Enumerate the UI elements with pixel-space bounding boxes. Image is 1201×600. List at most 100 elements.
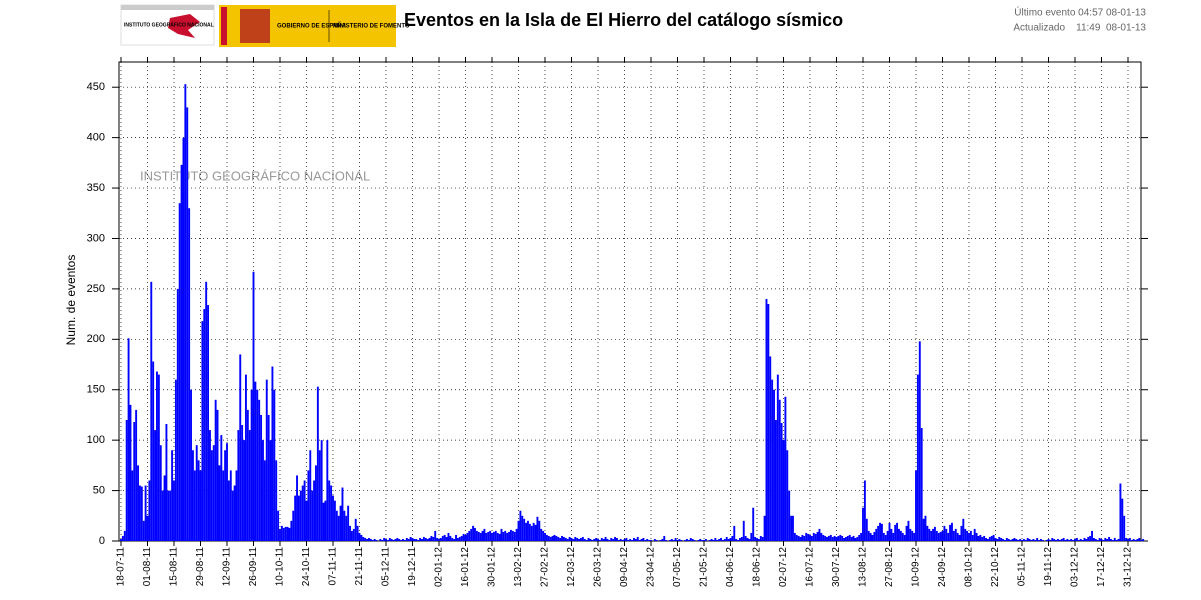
- bar: [1000, 537, 1003, 541]
- bar: [909, 528, 912, 541]
- bar: [453, 538, 456, 541]
- bar: [1030, 539, 1033, 541]
- bar: [428, 537, 431, 541]
- bar: [511, 530, 514, 541]
- bar: [650, 539, 652, 541]
- bar: [990, 535, 993, 541]
- bar: [318, 450, 321, 541]
- bar: [985, 537, 987, 541]
- bar: [513, 531, 516, 541]
- bar: [994, 537, 997, 541]
- bar: [727, 538, 730, 541]
- bar: [615, 537, 618, 541]
- bar: [827, 535, 830, 541]
- x-tick-label: 08-10-12: [964, 547, 975, 587]
- bar: [146, 515, 149, 541]
- bar: [1038, 539, 1040, 541]
- bar: [235, 470, 238, 541]
- bar: [462, 533, 465, 541]
- bar: [528, 523, 531, 541]
- bar: [572, 538, 575, 541]
- bar: [534, 524, 537, 541]
- bar: [1070, 538, 1073, 541]
- x-tick-label: 04-06-12: [725, 547, 736, 587]
- bar: [246, 409, 249, 541]
- bar: [254, 381, 257, 541]
- bar: [759, 535, 762, 541]
- bar: [754, 536, 757, 541]
- bar: [792, 515, 794, 541]
- bar: [402, 538, 404, 541]
- bar: [282, 527, 285, 541]
- bar: [549, 536, 552, 541]
- bar: [547, 535, 550, 541]
- x-tick-label: 19-12-11: [407, 547, 418, 587]
- bar: [574, 536, 577, 541]
- bar: [935, 530, 938, 541]
- x-tick-label: 02-01-12: [434, 547, 445, 587]
- bar: [566, 538, 569, 541]
- bar: [362, 536, 365, 541]
- bar: [826, 536, 828, 541]
- bar: [350, 530, 353, 541]
- bar: [137, 465, 139, 541]
- bar: [848, 534, 851, 541]
- bar: [1034, 539, 1037, 541]
- bar: [595, 537, 598, 541]
- bar: [182, 137, 185, 541]
- bar: [939, 531, 942, 541]
- bar: [947, 532, 950, 541]
- bar: [750, 532, 753, 541]
- bar: [1134, 539, 1137, 541]
- bar: [407, 538, 410, 541]
- bar: [903, 534, 906, 541]
- bar: [916, 374, 919, 541]
- bar: [954, 528, 957, 541]
- bar: [150, 281, 153, 541]
- bar: [388, 537, 391, 541]
- x-tick-label: 23-04-12: [646, 547, 657, 587]
- gov-logo-text: GOBIERNO DE ESPAÑA: [277, 23, 347, 30]
- bar: [561, 535, 563, 541]
- bar: [564, 537, 567, 541]
- bar: [869, 532, 872, 541]
- bar: [797, 535, 800, 541]
- bar: [597, 538, 599, 541]
- bar: [1066, 538, 1069, 541]
- bar: [449, 535, 452, 541]
- x-tick-label: 16-07-12: [805, 547, 816, 587]
- bar: [905, 525, 908, 541]
- bar: [704, 538, 707, 541]
- bar: [333, 500, 336, 541]
- bar: [1002, 538, 1005, 541]
- bar: [458, 536, 461, 541]
- bar: [405, 537, 408, 541]
- bar: [689, 537, 692, 541]
- bar: [822, 534, 825, 541]
- bar: [1119, 483, 1122, 541]
- bar: [438, 538, 440, 541]
- x-tick-label: 26-03-12: [593, 547, 604, 587]
- bar: [676, 539, 679, 541]
- bar: [290, 520, 293, 541]
- bar: [138, 485, 141, 541]
- bar: [241, 425, 244, 541]
- bar: [489, 530, 492, 541]
- bar: [212, 445, 215, 541]
- bar: [992, 534, 995, 541]
- bar: [856, 536, 859, 541]
- bar: [267, 414, 270, 541]
- bar: [752, 507, 755, 541]
- bar: [810, 535, 813, 541]
- bar: [625, 537, 628, 541]
- bar: [757, 538, 760, 541]
- bar: [326, 440, 329, 541]
- bar: [1094, 538, 1097, 541]
- bar: [345, 515, 348, 541]
- bar: [207, 305, 210, 541]
- x-tick-label: 30-01-12: [487, 547, 498, 587]
- bar: [199, 470, 202, 541]
- bar: [551, 535, 554, 541]
- bar: [265, 379, 268, 541]
